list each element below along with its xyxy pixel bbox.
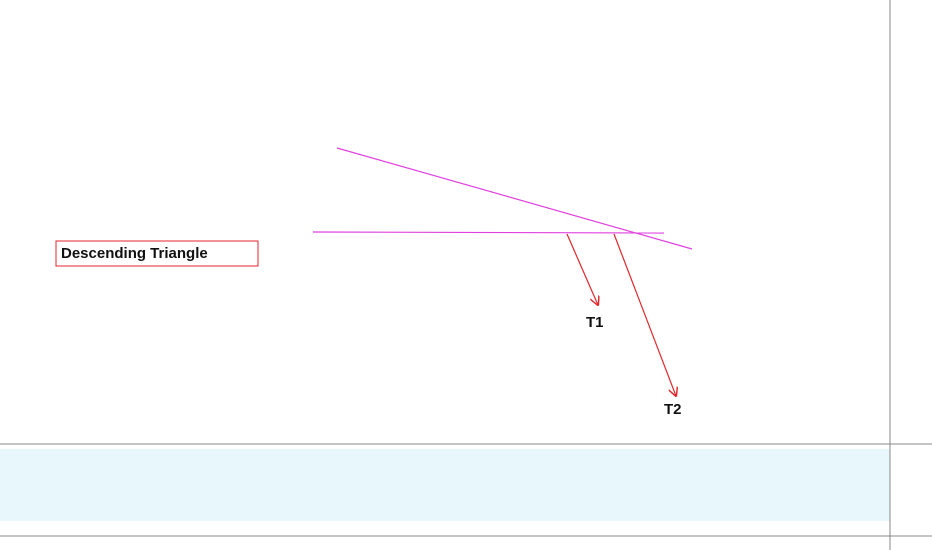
triangle-lower bbox=[312, 231, 665, 234]
triangle-upper bbox=[336, 147, 693, 250]
rsi-band bbox=[0, 449, 890, 521]
pattern-label: Descending Triangle bbox=[61, 245, 208, 262]
target-label: T1 bbox=[586, 314, 604, 331]
arrow-t1 bbox=[566, 233, 598, 305]
annotations: Descending Triangle T1 T2 bbox=[55, 147, 693, 418]
arrow-t2 bbox=[613, 233, 676, 396]
target-label: T2 bbox=[664, 401, 682, 418]
pattern-box bbox=[55, 240, 259, 267]
